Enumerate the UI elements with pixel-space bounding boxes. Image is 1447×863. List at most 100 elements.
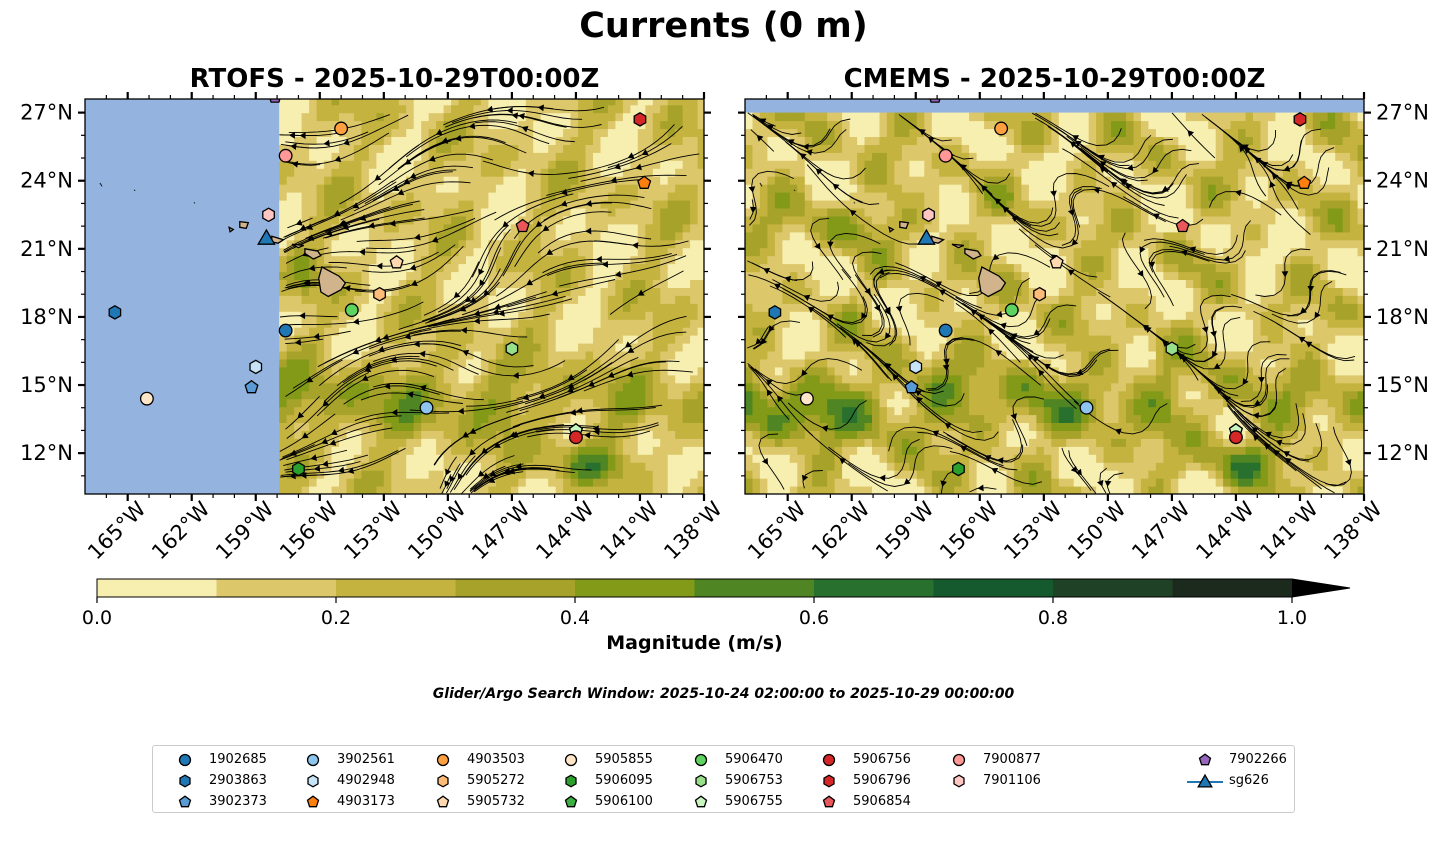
streamline	[282, 160, 321, 166]
legend-marker-shape	[564, 795, 578, 808]
legend-marker-shape	[822, 753, 836, 767]
streamline-arrow	[344, 284, 351, 292]
streamline-arrow	[748, 186, 756, 193]
streamline-arrow	[294, 338, 302, 346]
legend-item-4903173: 4903173	[293, 791, 413, 812]
legend-marker-shape	[694, 795, 708, 808]
y-tick-label: 27°N	[20, 101, 73, 125]
streamline-arrow	[391, 409, 398, 416]
streamline	[802, 470, 823, 489]
streamline-arrow	[477, 470, 485, 477]
streamline	[281, 210, 348, 241]
legend-item-5905855: 5905855	[551, 749, 671, 770]
marker-5906753	[1165, 341, 1179, 357]
streamline-arrow	[801, 369, 808, 377]
streamline-arrow	[409, 172, 417, 179]
streamline-arrow	[409, 264, 417, 271]
streamline	[925, 336, 963, 390]
streamline-arrow	[777, 395, 784, 403]
legend-marker	[178, 795, 192, 808]
streamline-arrow	[340, 220, 348, 227]
streamline	[1208, 191, 1282, 216]
streamline	[354, 411, 450, 422]
streamline-arrow	[1071, 238, 1079, 246]
streamline-arrow	[839, 457, 847, 465]
streamline-arrow	[610, 176, 617, 184]
streamline-arrow	[879, 474, 886, 482]
legend-item-5906095: 5906095	[551, 770, 671, 791]
streamline	[1226, 403, 1322, 490]
streamline-arrow	[1098, 154, 1105, 161]
streamline	[1171, 112, 1216, 159]
streamline-arrow	[334, 155, 342, 163]
streamline-arrow	[1177, 353, 1185, 360]
streamline-arrow	[1216, 387, 1223, 394]
colorbar-tick-label: 0.6	[799, 607, 829, 629]
legend-label: 5906796	[853, 773, 911, 788]
streamline-arrow	[1099, 166, 1107, 173]
streamline-arrow	[1253, 399, 1261, 406]
streamline-arrow	[861, 312, 868, 320]
legend-marker-shape	[436, 795, 450, 808]
streamline-arrow	[538, 392, 546, 399]
streamline-arrow	[625, 341, 632, 348]
legend-item-3902373: 3902373	[165, 791, 285, 812]
colorbar-tick-label: 0.2	[321, 607, 351, 629]
streamline-arrow	[567, 382, 575, 389]
streamline-arrow	[765, 379, 773, 386]
streamline	[279, 413, 336, 452]
streamline-arrow	[511, 112, 519, 120]
streamline	[750, 129, 775, 152]
streamline-arrow	[821, 425, 829, 432]
streamline-arrow	[1008, 336, 1016, 343]
legend-marker	[694, 795, 708, 808]
streamline	[506, 279, 616, 308]
streamline	[609, 270, 684, 315]
x-tick-label: 138°W	[659, 497, 727, 565]
streamline	[848, 445, 953, 487]
land-island	[193, 202, 196, 204]
streamline-arrows	[288, 104, 649, 488]
streamline-arrow	[978, 314, 986, 321]
streamline-arrow	[1161, 185, 1169, 192]
streamline	[388, 119, 518, 169]
colorbar: 0.0 0.2 0.4 0.6 0.8 1.0	[82, 578, 1351, 629]
streamline-arrow	[321, 460, 329, 468]
streamline-arrow	[919, 276, 927, 283]
streamline-arrow	[1239, 145, 1246, 153]
streamline-arrow	[767, 124, 775, 131]
streamline	[852, 251, 885, 338]
streamline-arrow	[799, 153, 807, 160]
streamline-arrow	[1243, 147, 1251, 154]
streamline-arrow	[419, 350, 426, 358]
streamline	[1121, 232, 1152, 310]
map-panel-rtofs	[85, 99, 704, 494]
streamline	[287, 132, 390, 165]
land-island	[239, 220, 250, 230]
streamline	[427, 240, 521, 323]
streamline-arrow	[567, 386, 574, 393]
streamline-arrow	[994, 198, 1002, 205]
legend-marker	[953, 774, 965, 788]
streamline-arrow	[569, 409, 577, 416]
streamline-arrow	[1273, 449, 1281, 457]
streamline	[336, 355, 420, 387]
legend-item-sg626: sg626	[1185, 770, 1305, 791]
land-island	[964, 248, 982, 260]
streamline-arrow	[832, 183, 840, 191]
streamline-arrow	[761, 457, 769, 465]
streamline-arrow	[462, 349, 470, 357]
streamline-arrow	[903, 478, 911, 485]
streamline-arrow	[462, 431, 470, 438]
streamline	[286, 114, 409, 149]
streamline	[750, 366, 814, 437]
colorbar-tick-label: 1.0	[1277, 607, 1307, 629]
streamline-arrow	[632, 242, 639, 249]
legend-label: sg626	[1229, 773, 1269, 788]
streamline-arrow	[1300, 307, 1307, 314]
streamline-arrow	[297, 411, 305, 419]
streamline-arrow	[1251, 426, 1259, 434]
y-tick-label: 24°N	[1376, 169, 1429, 193]
streamline-arrow	[585, 227, 592, 235]
